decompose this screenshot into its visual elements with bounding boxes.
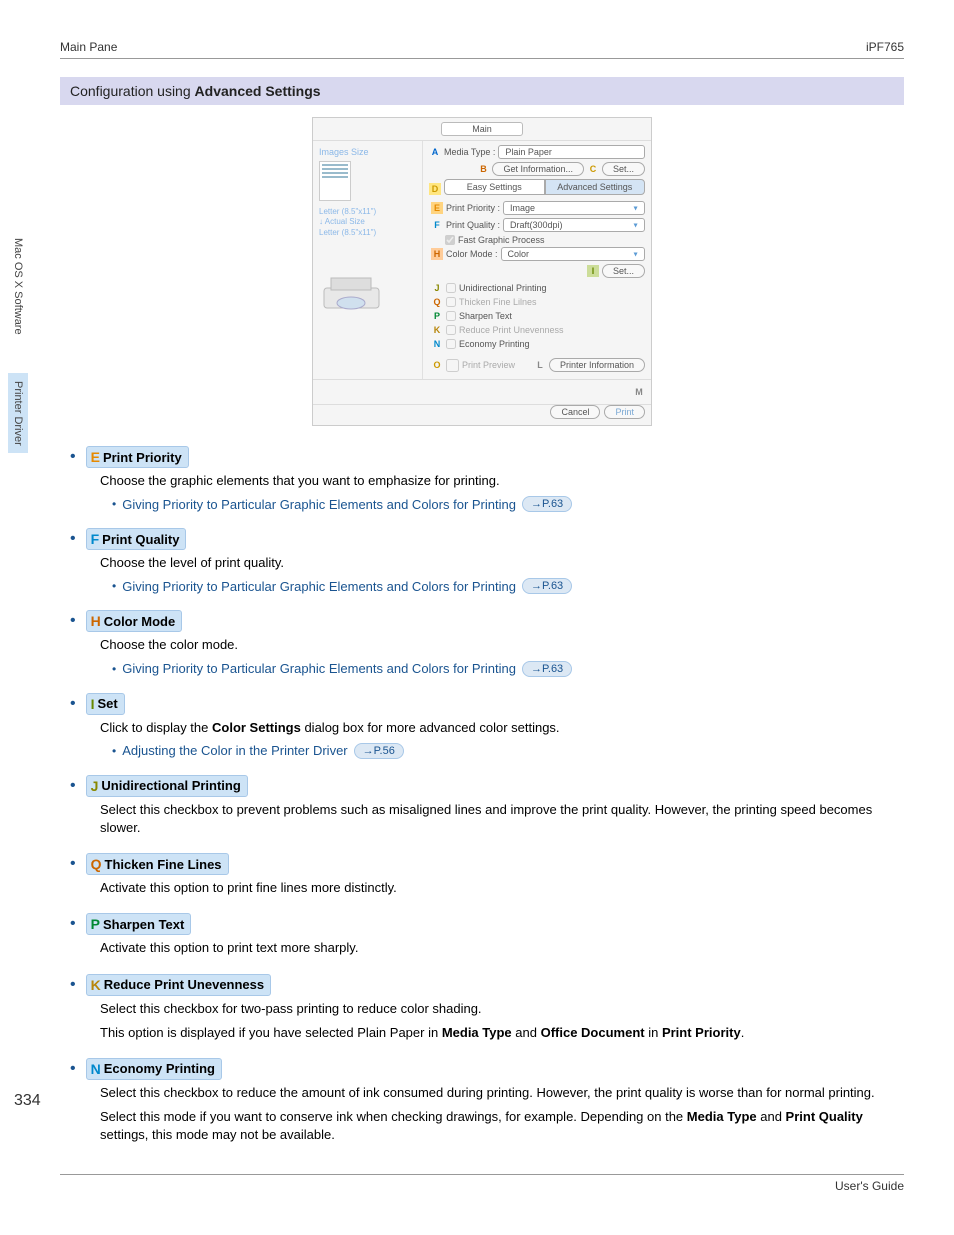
bullet-icon: • — [70, 530, 76, 548]
page-ref[interactable]: →P.63 — [522, 496, 572, 512]
page-ref[interactable]: →P.56 — [354, 743, 404, 759]
letter-badge: HColor Mode — [86, 610, 183, 632]
letter-badge: EPrint Priority — [86, 446, 189, 468]
dialog-screenshot: Main Images Size Letter (8.5"x11")↓ Actu… — [312, 117, 652, 426]
link[interactable]: Giving Priority to Particular Graphic El… — [122, 579, 516, 594]
item-J: • JUnidirectional Printing Select this c… — [70, 775, 894, 837]
bullet-icon: • — [70, 448, 76, 466]
item-desc: Select this checkbox for two-pass printi… — [100, 1000, 894, 1018]
item-desc2: This option is displayed if you have sel… — [100, 1024, 894, 1042]
item-E: • EPrint Priority Choose the graphic ele… — [70, 446, 894, 512]
item-desc: Activate this option to print fine lines… — [100, 879, 894, 897]
letter-badge: JUnidirectional Printing — [86, 775, 248, 797]
item-N: • NEconomy Printing Select this checkbox… — [70, 1058, 894, 1145]
item-F: • FPrint Quality Choose the level of pri… — [70, 528, 894, 594]
item-Q: • QThicken Fine Lines Activate this opti… — [70, 853, 894, 897]
item-desc2: Select this mode if you want to conserve… — [100, 1108, 894, 1144]
main-dropdown: Main — [441, 122, 523, 136]
bullet-icon: • — [70, 915, 76, 933]
letter-badge: ISet — [86, 693, 125, 715]
item-desc: Click to display the Color Settings dial… — [100, 719, 894, 737]
item-desc: Select this checkbox to reduce the amoun… — [100, 1084, 894, 1102]
page-ref[interactable]: →P.63 — [522, 578, 572, 594]
letter-badge: KReduce Print Unevenness — [86, 974, 272, 996]
letter-badge: NEconomy Printing — [86, 1058, 222, 1080]
bullet-icon: • — [70, 777, 76, 795]
page-ref[interactable]: →P.63 — [522, 661, 572, 677]
bullet-icon: • — [70, 695, 76, 713]
header-left: Main Pane — [60, 40, 117, 54]
link[interactable]: Giving Priority to Particular Graphic El… — [122, 661, 516, 676]
item-desc: Choose the color mode. — [100, 636, 894, 654]
footer-text: User's Guide — [835, 1179, 904, 1193]
item-P: • PSharpen Text Activate this option to … — [70, 913, 894, 957]
item-desc: Choose the graphic elements that you wan… — [100, 472, 894, 490]
item-I: • ISet Click to display the Color Settin… — [70, 693, 894, 759]
bullet-icon: • — [70, 612, 76, 630]
section-title: Configuration using Advanced Settings — [60, 77, 904, 105]
letter-badge: FPrint Quality — [86, 528, 187, 550]
item-desc: Choose the level of print quality. — [100, 554, 894, 572]
bullet-icon: • — [70, 976, 76, 994]
letter-badge: PSharpen Text — [86, 913, 192, 935]
item-K: • KReduce Print Unevenness Select this c… — [70, 974, 894, 1042]
item-desc: Activate this option to print text more … — [100, 939, 894, 957]
header-right: iPF765 — [866, 40, 904, 54]
item-desc: Select this checkbox to prevent problems… — [100, 801, 894, 837]
link[interactable]: Giving Priority to Particular Graphic El… — [122, 497, 516, 512]
letter-badge: QThicken Fine Lines — [86, 853, 229, 875]
item-H: • HColor Mode Choose the color mode. •Gi… — [70, 610, 894, 676]
bullet-icon: • — [70, 1060, 76, 1078]
link[interactable]: Adjusting the Color in the Printer Drive… — [122, 743, 347, 758]
bullet-icon: • — [70, 855, 76, 873]
